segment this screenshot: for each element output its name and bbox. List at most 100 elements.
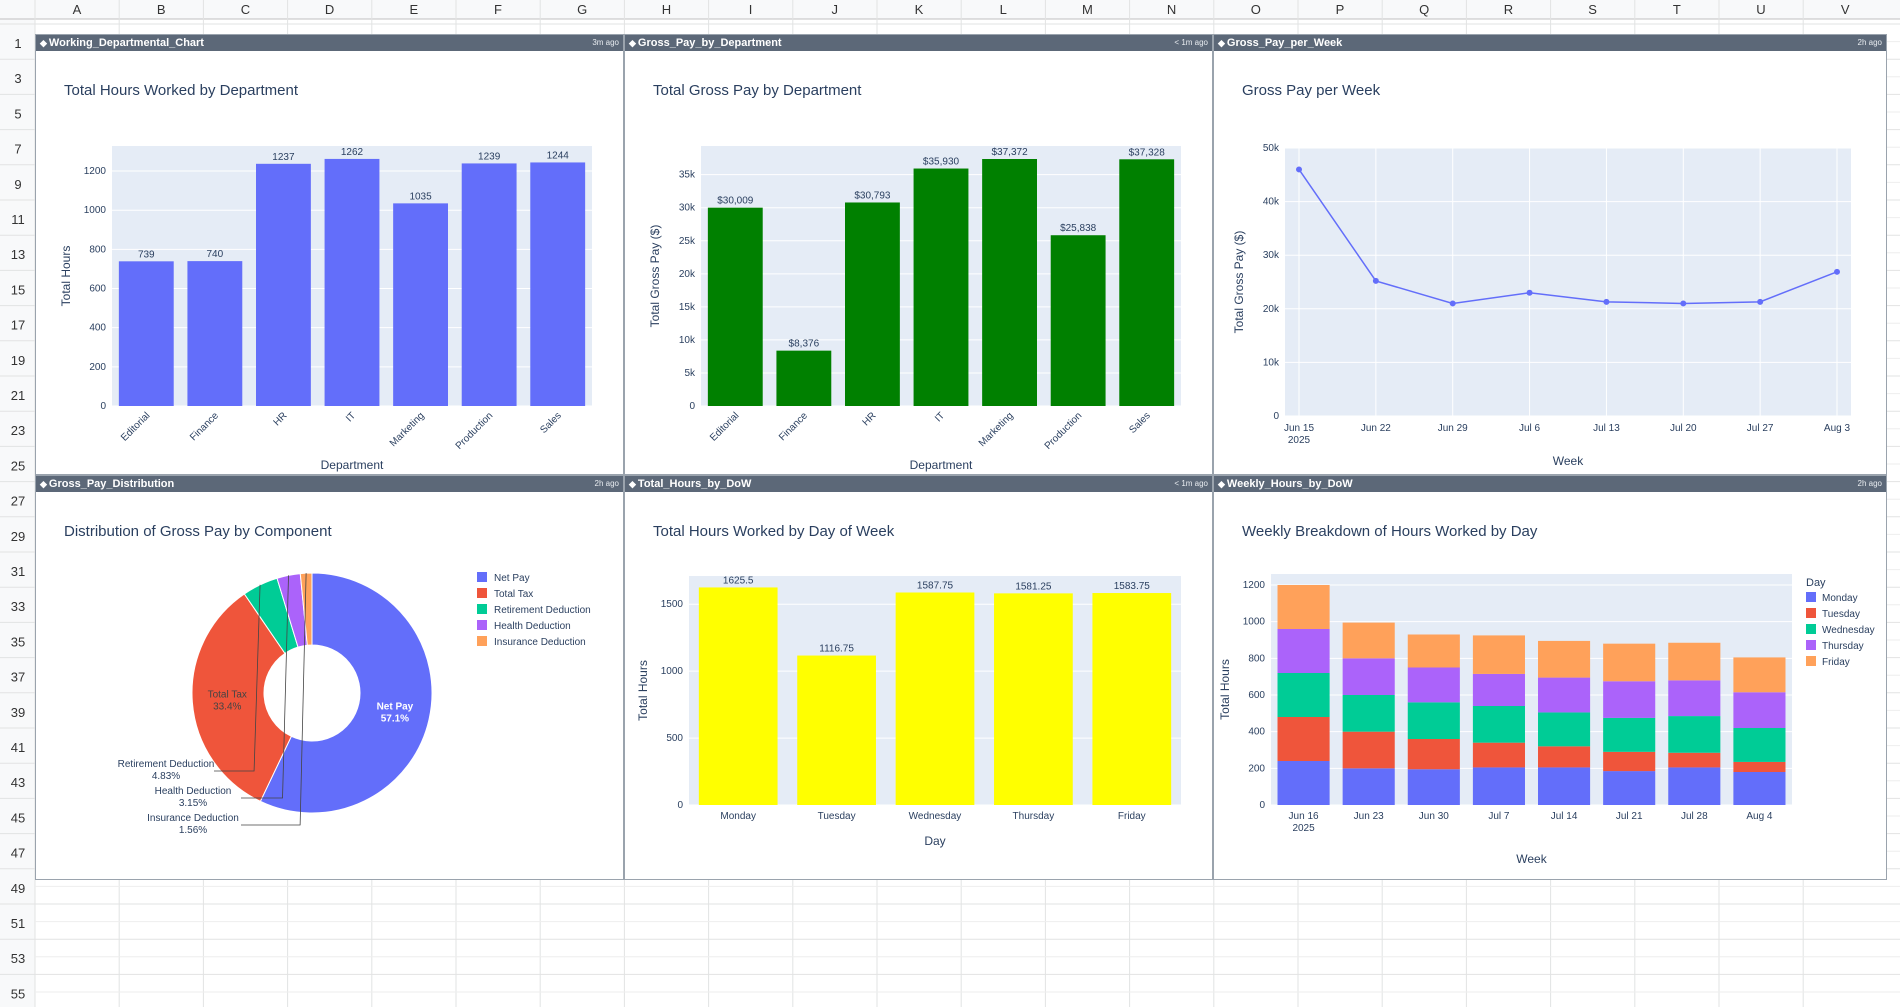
bar-segment-thursday: [1733, 692, 1786, 728]
chart-panel-weekly-hours-by-dow[interactable]: ◆ Weekly_Hours_by_DoW 2h ago Weekly Breakd…: [1213, 475, 1887, 880]
y-tick-label: 40k: [1263, 197, 1280, 208]
gross-pay-by-department-chart: Total Gross Pay by Department 0 5k 10k 15k 20…: [648, 82, 1181, 472]
chart-panel-working-departmental[interactable]: ◆ Working_Departmental_Chart 3m ago Total …: [35, 34, 624, 475]
y-tick-label: 800: [89, 244, 106, 255]
panel-updated-time: 3m ago: [592, 38, 619, 47]
panel-updated-time: 2h ago: [594, 479, 619, 488]
column-header-v: V: [1841, 2, 1850, 17]
data-label: 1583.75: [1114, 581, 1151, 592]
chart-title: Total Hours Worked by Day of Week: [653, 523, 895, 540]
y-tick-label: 10k: [1263, 357, 1280, 368]
x-tick-label: Sales: [538, 410, 563, 435]
bar-segment-tuesday: [1342, 731, 1395, 769]
row-header-45: 45: [11, 810, 25, 825]
bar-segment-friday: [1407, 634, 1460, 668]
x-tick-label: Jul 21: [1616, 811, 1643, 822]
y-tick-label: 0: [689, 401, 695, 412]
x-axis-label: Department: [321, 458, 384, 472]
chart-panel-total-hours-by-dow[interactable]: ◆ Total_Hours_by_DoW < 1m ago Total Hours …: [624, 475, 1213, 880]
legend-item: Friday: [1822, 657, 1850, 668]
bar-segment-monday: [1668, 767, 1721, 805]
bar-segment-monday: [1277, 761, 1330, 805]
row-header-23: 23: [11, 423, 25, 438]
panel-header[interactable]: ◆ Gross_Pay_by_Department < 1m ago: [625, 35, 1212, 51]
bar-segment-friday: [1603, 643, 1656, 682]
slice-percent: 1.56%: [179, 825, 207, 836]
y-tick-label: 5k: [684, 368, 696, 379]
slice-percent: 4.83%: [152, 771, 180, 782]
panel-title: Total_Hours_by_DoW: [637, 478, 752, 490]
panel-updated-time: 2h ago: [1857, 38, 1882, 47]
y-tick-label: 0: [677, 800, 683, 811]
column-header-h: H: [662, 2, 671, 17]
row-header-31: 31: [11, 564, 25, 579]
row-header-13: 13: [11, 247, 25, 262]
chart-title: Total Hours Worked by Department: [64, 82, 299, 99]
slice-percent: 3.15%: [179, 798, 207, 809]
row-header-25: 25: [11, 458, 25, 473]
bar-segment-tuesday: [1733, 761, 1786, 772]
x-tick-label: HR: [861, 410, 879, 428]
chart-panel-gross-pay-by-department[interactable]: ◆ Gross_Pay_by_Department < 1m ago Total G…: [624, 34, 1213, 475]
chart-panel-gross-pay-per-week[interactable]: ◆ Gross_Pay_per_Week 2h ago Gross Pay per …: [1213, 34, 1887, 475]
bar-editorial: [118, 261, 174, 406]
legend-swatch: [477, 604, 487, 614]
column-header-n: N: [1167, 2, 1176, 17]
column-header-l: L: [1000, 2, 1007, 17]
legend-swatch: [1806, 640, 1816, 650]
x-tick-label: Jun 22: [1361, 423, 1391, 434]
x-tick-label: Thursday: [1013, 811, 1055, 822]
chart-diamond-icon: ◆: [40, 479, 47, 489]
y-tick-label: 50k: [1263, 143, 1280, 154]
legend-item: Total Tax: [494, 589, 533, 600]
x-tick-label: Aug 3: [1824, 423, 1851, 434]
hours-by-department-chart: Total Hours Worked by Department 0 200 400 6…: [59, 82, 592, 472]
bars: 739 Editorial 740 Finance 1237 HR 1262 IT 1035 Ma…: [118, 147, 586, 452]
legend: Day Monday Tuesday Wednesday Thursday Friday: [1806, 577, 1875, 668]
x-tick-label: Jul 28: [1681, 811, 1708, 822]
x-tick-label: Friday: [1118, 811, 1146, 822]
chart-diamond-icon: ◆: [1218, 38, 1225, 48]
legend-item: Health Deduction: [494, 621, 571, 632]
y-tick-label: 500: [666, 733, 683, 744]
slice-net-pay: [259, 572, 433, 814]
y-axis: 0 10k 20k 30k 40k 50k Total Gross Pay ($): [1232, 143, 1851, 422]
y-axis-label: Total Hours: [59, 246, 73, 307]
legend-item: Tuesday: [1822, 609, 1860, 620]
y-tick-label: 30k: [679, 203, 696, 214]
data-point: [1372, 277, 1379, 284]
bar-tuesday: [797, 655, 876, 805]
bar-segment-wednesday: [1472, 706, 1525, 743]
column-header-r: R: [1504, 2, 1513, 17]
bar-segment-monday: [1342, 768, 1395, 805]
bar-segment-friday: [1472, 635, 1525, 674]
x-tick-label: Wednesday: [909, 811, 962, 822]
x-tick-label: Sales: [1127, 410, 1152, 435]
panel-header[interactable]: ◆ Gross_Pay_per_Week 2h ago: [1214, 35, 1886, 51]
chart-panel-gross-pay-distribution[interactable]: ◆ Gross_Pay_Distribution 2h ago Distributi…: [35, 475, 624, 880]
x-tick-label: Jul 27: [1747, 423, 1774, 434]
x-axis-label: Week: [1516, 852, 1547, 866]
series-line: [1298, 169, 1838, 305]
legend-item: Wednesday: [1822, 625, 1875, 636]
slice-percent: 57.1%: [381, 714, 409, 725]
y-tick-label: 1200: [84, 166, 107, 177]
x-tick-label: Jul 20: [1670, 423, 1697, 434]
data-label: $37,372: [991, 147, 1028, 158]
panel-header[interactable]: ◆ Working_Departmental_Chart 3m ago: [36, 35, 623, 51]
bar-segment-monday: [1603, 771, 1656, 805]
bar-segment-friday: [1733, 657, 1786, 693]
panel-header[interactable]: ◆ Weekly_Hours_by_DoW 2h ago: [1214, 476, 1886, 492]
x-tick-label: IT: [933, 410, 947, 424]
data-label: 1625.5: [723, 575, 754, 586]
x-tick-sublabel: 2025: [1292, 823, 1315, 834]
data-label: $25,838: [1060, 223, 1097, 234]
panel-header[interactable]: ◆ Gross_Pay_Distribution 2h ago: [36, 476, 623, 492]
bar-sales: [1119, 159, 1175, 406]
data-point: [1834, 268, 1840, 275]
row-header-47: 47: [11, 846, 25, 861]
panel-header[interactable]: ◆ Total_Hours_by_DoW < 1m ago: [625, 476, 1212, 492]
column-header-o: O: [1251, 2, 1261, 17]
slice-label: Retirement Deduction: [118, 759, 215, 770]
